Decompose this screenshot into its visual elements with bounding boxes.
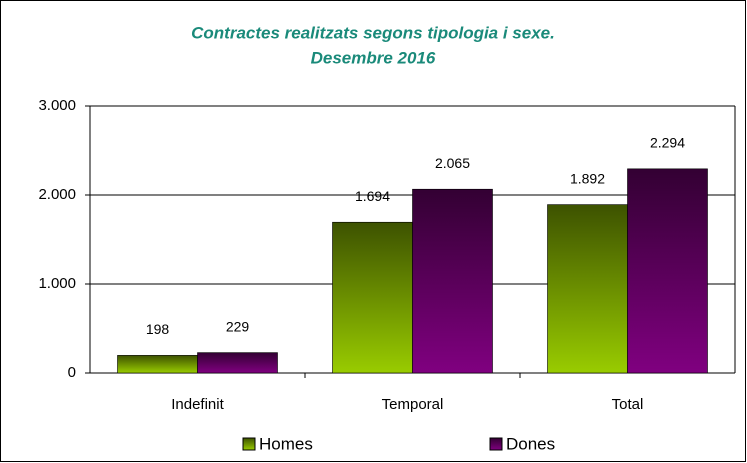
y-tick-label: 2.000	[38, 186, 76, 203]
legend-label: Homes	[259, 434, 313, 453]
legend-swatch	[489, 437, 503, 451]
legend-label: Dones	[506, 434, 555, 453]
y-tick-label: 1.000	[38, 275, 76, 292]
bar	[117, 355, 198, 374]
bar	[627, 168, 708, 374]
bar	[547, 204, 628, 374]
chart-title: Contractes realitzats segons tipologia i…	[191, 23, 555, 42]
value-label: 229	[226, 318, 250, 334]
legend-swatch	[242, 437, 256, 451]
value-label: 2.065	[435, 155, 470, 171]
x-tick-label: Indefinit	[171, 396, 224, 413]
value-label: 198	[146, 321, 170, 337]
value-label: 1.892	[570, 170, 605, 186]
y-tick-label: 3.000	[38, 97, 76, 114]
chart-subtitle: Desembre 2016	[311, 48, 436, 67]
x-tick-label: Temporal	[382, 396, 444, 413]
bar	[412, 188, 493, 374]
value-label: 1.694	[355, 188, 390, 204]
bar	[197, 352, 278, 374]
x-tick-label: Total	[612, 396, 644, 413]
value-label: 2.294	[650, 135, 685, 151]
y-tick-label: 0	[68, 364, 76, 381]
bar	[332, 221, 413, 374]
